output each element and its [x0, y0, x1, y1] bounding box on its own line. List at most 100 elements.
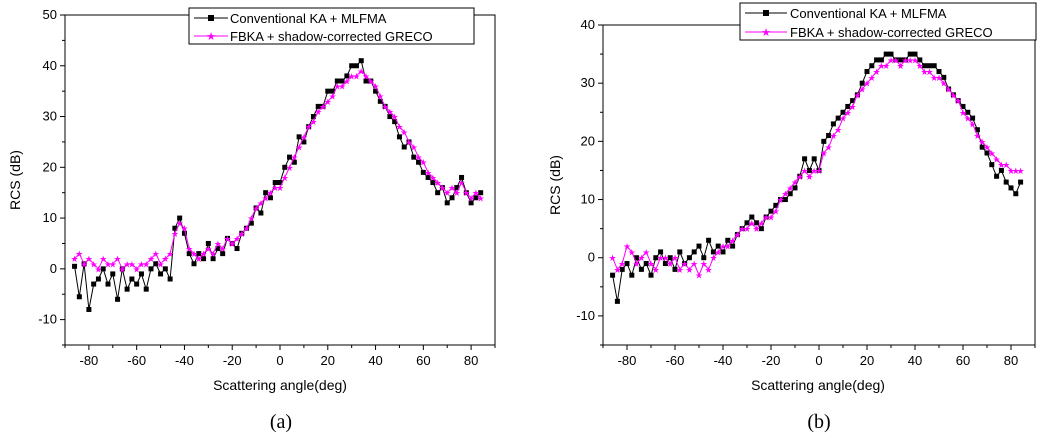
data-point: ★: [738, 225, 746, 235]
data-point: [638, 266, 644, 272]
series-layer: ★★★★★★★★★★★★★★★★★★★★★★★★★★★★★★★★★★★★★★★★…: [609, 51, 1025, 304]
data-point: ★: [1007, 167, 1015, 177]
data-point: ★: [858, 86, 866, 96]
data-point: ★: [637, 254, 645, 264]
data-point: [100, 266, 106, 272]
data-point: ★: [90, 260, 98, 270]
data-point: [835, 115, 841, 121]
data-point: ★: [262, 194, 270, 204]
x-tick-label: 20: [321, 353, 335, 368]
data-point: ★: [877, 62, 885, 72]
x-tick-label: 0: [276, 353, 283, 368]
data-point: ★: [733, 231, 741, 241]
data-point: ★: [434, 179, 442, 189]
data-point: [416, 159, 422, 165]
data-point: ★: [772, 208, 780, 218]
data-point: [941, 74, 947, 80]
data-point: ★: [453, 189, 461, 199]
data-point: ★: [719, 243, 727, 253]
data-point: ★: [415, 154, 423, 164]
data-point: ★: [839, 115, 847, 125]
data-point: [267, 195, 273, 201]
data-point: ★: [462, 189, 470, 199]
data-point: ★: [333, 83, 341, 93]
data-point: ★: [166, 250, 174, 260]
legend: Conventional KA + MLFMA ★ FBKA + shadow-…: [188, 7, 475, 45]
data-point: ★: [99, 255, 107, 265]
x-tick-label: -80: [618, 353, 637, 368]
x-axis-label: Scattering angle(deg): [213, 377, 347, 393]
data-point: [435, 190, 441, 196]
data-point: [931, 63, 937, 69]
x-tick-label: 40: [368, 353, 382, 368]
data-point: ★: [372, 83, 380, 93]
data-point: ★: [171, 230, 179, 240]
data-point: ★: [257, 199, 265, 209]
data-point: [979, 144, 985, 150]
data-point: ★: [391, 113, 399, 123]
plot-frame: [602, 24, 1036, 346]
data-point: ★: [657, 254, 665, 264]
y-tick-label: 50: [43, 7, 57, 22]
data-point: [989, 162, 995, 168]
data-point: ★: [853, 91, 861, 101]
data-point: [974, 127, 980, 133]
data-point: ★: [652, 266, 660, 276]
data-point: ★: [381, 103, 389, 113]
data-point: [864, 69, 870, 75]
data-point: ★: [266, 189, 274, 199]
y-tick-label: 40: [581, 17, 595, 32]
data-point: [153, 261, 159, 267]
data-point: ★: [781, 190, 789, 200]
data-point: ★: [690, 260, 698, 270]
data-point: ★: [777, 196, 785, 206]
data-point: ★: [190, 250, 198, 260]
data-point: [201, 256, 207, 262]
data-point: ★: [286, 164, 294, 174]
data-point: [802, 156, 808, 162]
data-point: ★: [458, 179, 466, 189]
data-point: [301, 139, 307, 145]
data-point: [883, 51, 889, 57]
data-point: [158, 271, 164, 277]
data-point: [706, 237, 712, 243]
data-point: ★: [429, 174, 437, 184]
data-point: ★: [214, 240, 222, 250]
data-point: ★: [892, 56, 900, 66]
x-tick-label: -60: [127, 353, 146, 368]
data-point: [917, 57, 923, 63]
data-point: ★: [642, 248, 650, 258]
data-point: [330, 88, 336, 94]
data-point: ★: [252, 204, 260, 214]
data-point: ★: [805, 173, 813, 183]
data-point: [754, 220, 760, 226]
data-point: ★: [204, 245, 212, 255]
data-point: ★: [661, 254, 669, 264]
x-tick-label: -40: [175, 353, 194, 368]
data-point: [840, 109, 846, 115]
data-point: [715, 243, 721, 249]
data-point: [291, 159, 297, 165]
x-axis-label: Scattering angle(deg): [751, 377, 885, 393]
data-point: ★: [815, 167, 823, 177]
data-point: [965, 109, 971, 115]
data-point: ★: [329, 93, 337, 103]
panel-caption: (b): [807, 411, 830, 433]
data-point: [181, 230, 187, 236]
series-conventional-ka-mlfma: [610, 51, 1024, 304]
data-point: [129, 276, 135, 282]
data-point: ★: [185, 245, 193, 255]
data-point: ★: [729, 237, 737, 247]
series-line: [74, 70, 482, 270]
data-point: ★: [200, 250, 208, 260]
legend: Conventional KA + MLFMA ★ FBKA + shadow-…: [739, 2, 1037, 41]
data-point: [768, 208, 774, 214]
data-point: [310, 114, 316, 120]
data-point: [874, 57, 880, 63]
data-point: ★: [1012, 167, 1020, 177]
data-point: [377, 98, 383, 104]
data-point: ★: [940, 80, 948, 90]
data-point: [172, 225, 178, 231]
data-point: [234, 246, 240, 252]
data-point: [610, 272, 616, 278]
